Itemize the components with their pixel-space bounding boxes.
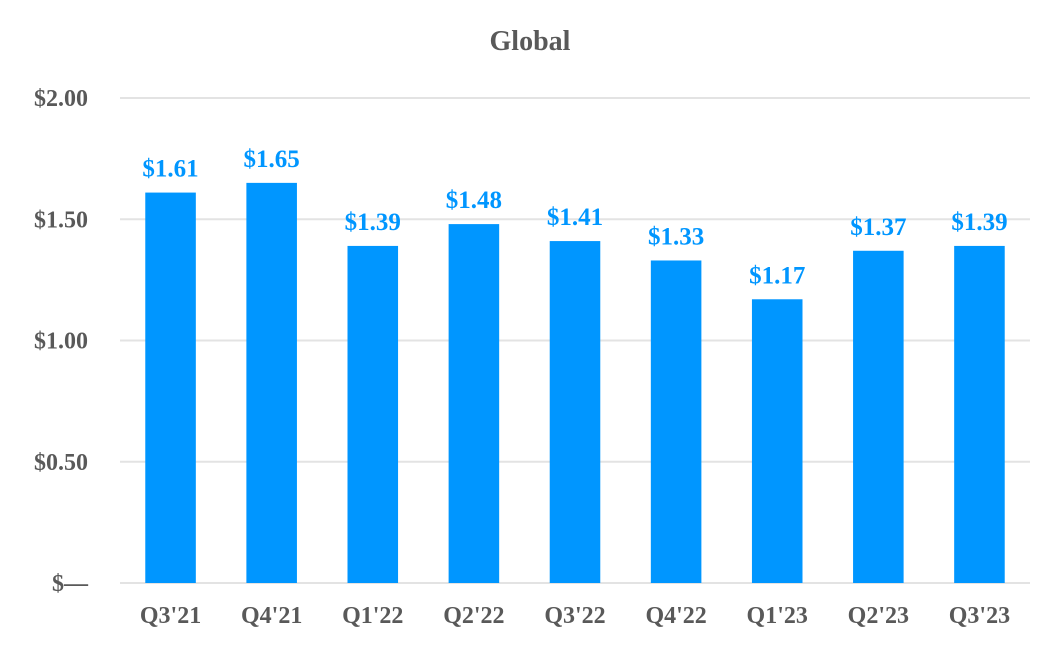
data-label: $1.33 [648,223,704,250]
bar [549,241,601,583]
x-tick-label: Q1'23 [747,603,808,629]
data-label: $1.65 [244,146,300,173]
data-label: $1.17 [749,262,805,289]
x-tick-label: Q4'21 [241,603,302,629]
y-tick-label: $0.50 [34,450,88,476]
data-label: $1.39 [345,209,401,236]
x-tick-label: Q3'21 [140,603,201,629]
data-label: $1.37 [850,214,906,241]
y-axis-tick-labels: $— $0.50 $1.00 $1.50 $2.00 [34,86,89,597]
bar [246,182,297,583]
data-labels: $1.61 $1.65 $1.39 $1.48 $1.41 $1.33 $1.17 $1.37… [142,146,1007,289]
bar [347,245,399,584]
bar [751,299,803,583]
data-label: $1.61 [142,156,198,183]
bar [650,260,702,583]
y-tick-label: $2.00 [34,86,88,112]
x-tick-label: Q2'22 [443,603,504,629]
y-tick-label: $1.00 [34,329,88,355]
bar [853,250,904,583]
x-axis-tick-labels: Q3'21 Q4'21 Q1'22 Q2'22 Q3'22 Q4'22 Q1'23 Q2'23… [140,603,1010,629]
bars [145,182,1005,584]
chart-title: Global [490,26,571,57]
x-tick-label: Q2'23 [848,603,909,629]
x-tick-label: Q3'22 [544,603,605,629]
bar [448,224,500,583]
x-tick-label: Q1'22 [342,603,403,629]
x-tick-label: Q4'22 [645,603,706,629]
y-tick-label: $— [52,571,89,597]
x-tick-label: Q3'23 [949,603,1010,629]
bar [954,245,1005,584]
data-label: $1.39 [951,209,1007,236]
y-tick-label: $1.50 [34,207,88,233]
data-label: $1.48 [446,187,502,214]
bar [145,192,196,583]
data-label: $1.41 [547,204,603,231]
